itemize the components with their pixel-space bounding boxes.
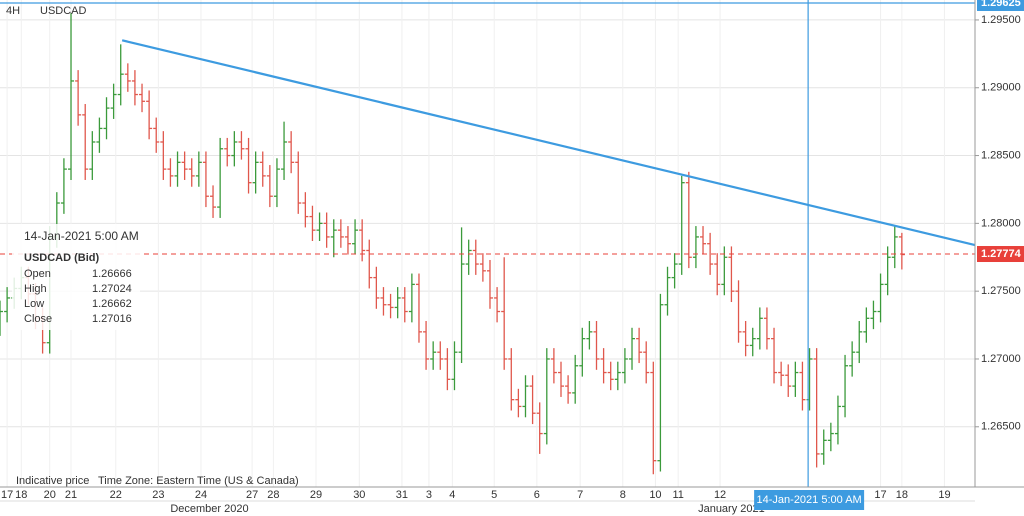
- x-tick-label: 24: [195, 489, 207, 501]
- x-tick-label: 17: [874, 489, 886, 501]
- x-tick-label: 27: [246, 489, 258, 501]
- y-tick-label: 1.27500: [981, 285, 1021, 297]
- x-tick-label: 20: [44, 489, 56, 501]
- current-price-box: [977, 246, 1024, 263]
- x-tick-label: 28: [267, 489, 279, 501]
- info-label: Close: [24, 313, 52, 325]
- x-tick-label: 18: [896, 489, 908, 501]
- x-tick-label: 8: [620, 489, 626, 501]
- interval: 4H: [6, 5, 20, 17]
- marker-label: 1.29625: [981, 0, 1021, 9]
- info-value: 1.26666: [92, 268, 132, 280]
- y-tick-label: 1.29000: [981, 82, 1021, 94]
- info-title: USDCAD (Bid): [24, 252, 99, 264]
- crosshair-label: 14-Jan-2021 5:00 AM: [757, 494, 862, 506]
- current-price-label: 1.27774: [981, 248, 1022, 260]
- x-tick-label: 23: [152, 489, 164, 501]
- footer-note: Indicative price: [16, 475, 89, 487]
- trendline: [121, 39, 976, 247]
- y-tick-label: 1.28500: [981, 149, 1021, 161]
- x-tick-label: 10: [649, 489, 661, 501]
- info-label: Open: [24, 268, 51, 280]
- x-tick-label: 7: [577, 489, 583, 501]
- crosshair-box: [754, 490, 865, 510]
- x-tick-label: 30: [353, 489, 365, 501]
- x-tick-label: 22: [110, 489, 122, 501]
- x-tick-label: 5: [491, 489, 497, 501]
- footer-timezone: Time Zone: Eastern Time (US & Canada): [98, 475, 299, 487]
- info-value: 1.27016: [92, 313, 132, 325]
- x-tick-label: 21: [65, 489, 77, 501]
- symbol: USDCAD: [40, 5, 87, 17]
- x-tick-label: 18: [15, 489, 27, 501]
- x-tick-label: 3: [426, 489, 432, 501]
- info-value: 1.27024: [92, 283, 132, 295]
- info-value: 1.26662: [92, 298, 132, 310]
- y-tick-label: 1.27000: [981, 353, 1021, 365]
- y-tick-label: 1.28000: [981, 217, 1021, 229]
- x-tick-label: 6: [534, 489, 540, 501]
- info-label: Low: [24, 298, 44, 310]
- info-label: High: [24, 283, 47, 295]
- month-label: January 2021: [698, 503, 765, 515]
- y-tick-label: 1.29500: [981, 14, 1021, 26]
- info-panel: [12, 224, 140, 330]
- x-tick-label: 17: [1, 489, 13, 501]
- info-date: 14-Jan-2021 5:00 AM: [24, 229, 139, 243]
- y-tick-label: 1.26500: [981, 421, 1021, 433]
- month-label: December 2020: [170, 503, 248, 515]
- x-tick-label: 11: [672, 489, 683, 501]
- x-tick-label: 29: [310, 489, 322, 501]
- x-tick-label: 4: [449, 489, 455, 501]
- x-tick-label: 12: [714, 489, 726, 501]
- marker-box: [977, 0, 1024, 11]
- x-tick-label: 19: [938, 489, 950, 501]
- x-tick-label: 31: [396, 489, 408, 501]
